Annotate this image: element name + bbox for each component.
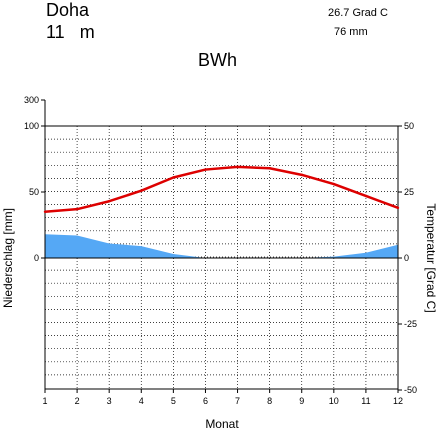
right-tick-label: -50: [404, 385, 417, 395]
temperature-point: [107, 200, 111, 203]
left-tick-label: 300: [24, 95, 39, 105]
x-tick-label: 3: [107, 396, 112, 406]
y-axis-label-right: Temperatur [Grad C]: [424, 203, 438, 312]
left-tick-label: 50: [29, 187, 39, 197]
x-tick-label: 6: [203, 396, 208, 406]
grid: [45, 126, 398, 389]
y-axis-label-left: Niederschlag [mm]: [1, 208, 15, 308]
elevation-unit: m: [79, 22, 95, 42]
x-tick-label: 1: [42, 396, 47, 406]
right-tick-label: 25: [404, 187, 414, 197]
x-tick-label: 4: [139, 396, 144, 406]
mean-temperature: 26.7 Grad C: [328, 7, 388, 19]
axes: [41, 99, 402, 393]
x-tick-label: 12: [393, 396, 403, 406]
temperature-point: [172, 176, 175, 179]
temperature-point: [364, 194, 368, 198]
elevation-value: 11: [46, 22, 65, 42]
station-name: Doha: [46, 0, 90, 20]
station-elevation: 11 m: [46, 22, 95, 43]
left-tick-label: 100: [24, 121, 39, 131]
temperature-point: [396, 206, 400, 210]
right-tick-label: -25: [404, 319, 417, 329]
annual-precipitation: 76 mm: [334, 26, 368, 38]
temperature-points: [43, 165, 400, 213]
temperature-point: [140, 189, 143, 192]
temperature-point: [236, 165, 239, 169]
x-axis-label: Monat: [205, 417, 239, 430]
x-tick-label: 10: [329, 396, 339, 406]
right-tick-label: 50: [404, 121, 414, 131]
x-tick-label: 7: [235, 396, 240, 406]
right-tick-label: 0: [404, 253, 409, 263]
x-tick-label: 11: [361, 396, 370, 406]
temperature-point: [204, 168, 207, 171]
temperature-point: [300, 173, 303, 177]
left-tick-label: 0: [34, 253, 39, 263]
x-tick-label: 5: [171, 396, 176, 406]
temperature-line: [44, 165, 399, 214]
x-tick-label: 8: [267, 396, 272, 406]
temperature-point: [332, 182, 336, 186]
temperature-point: [75, 207, 79, 211]
precipitation-area: [45, 234, 398, 258]
climate-classification: BWh: [198, 50, 238, 70]
temperature-point: [43, 210, 47, 213]
temperature-point: [268, 167, 271, 170]
x-tick-label: 9: [299, 396, 304, 406]
x-tick-label: 2: [75, 396, 80, 406]
